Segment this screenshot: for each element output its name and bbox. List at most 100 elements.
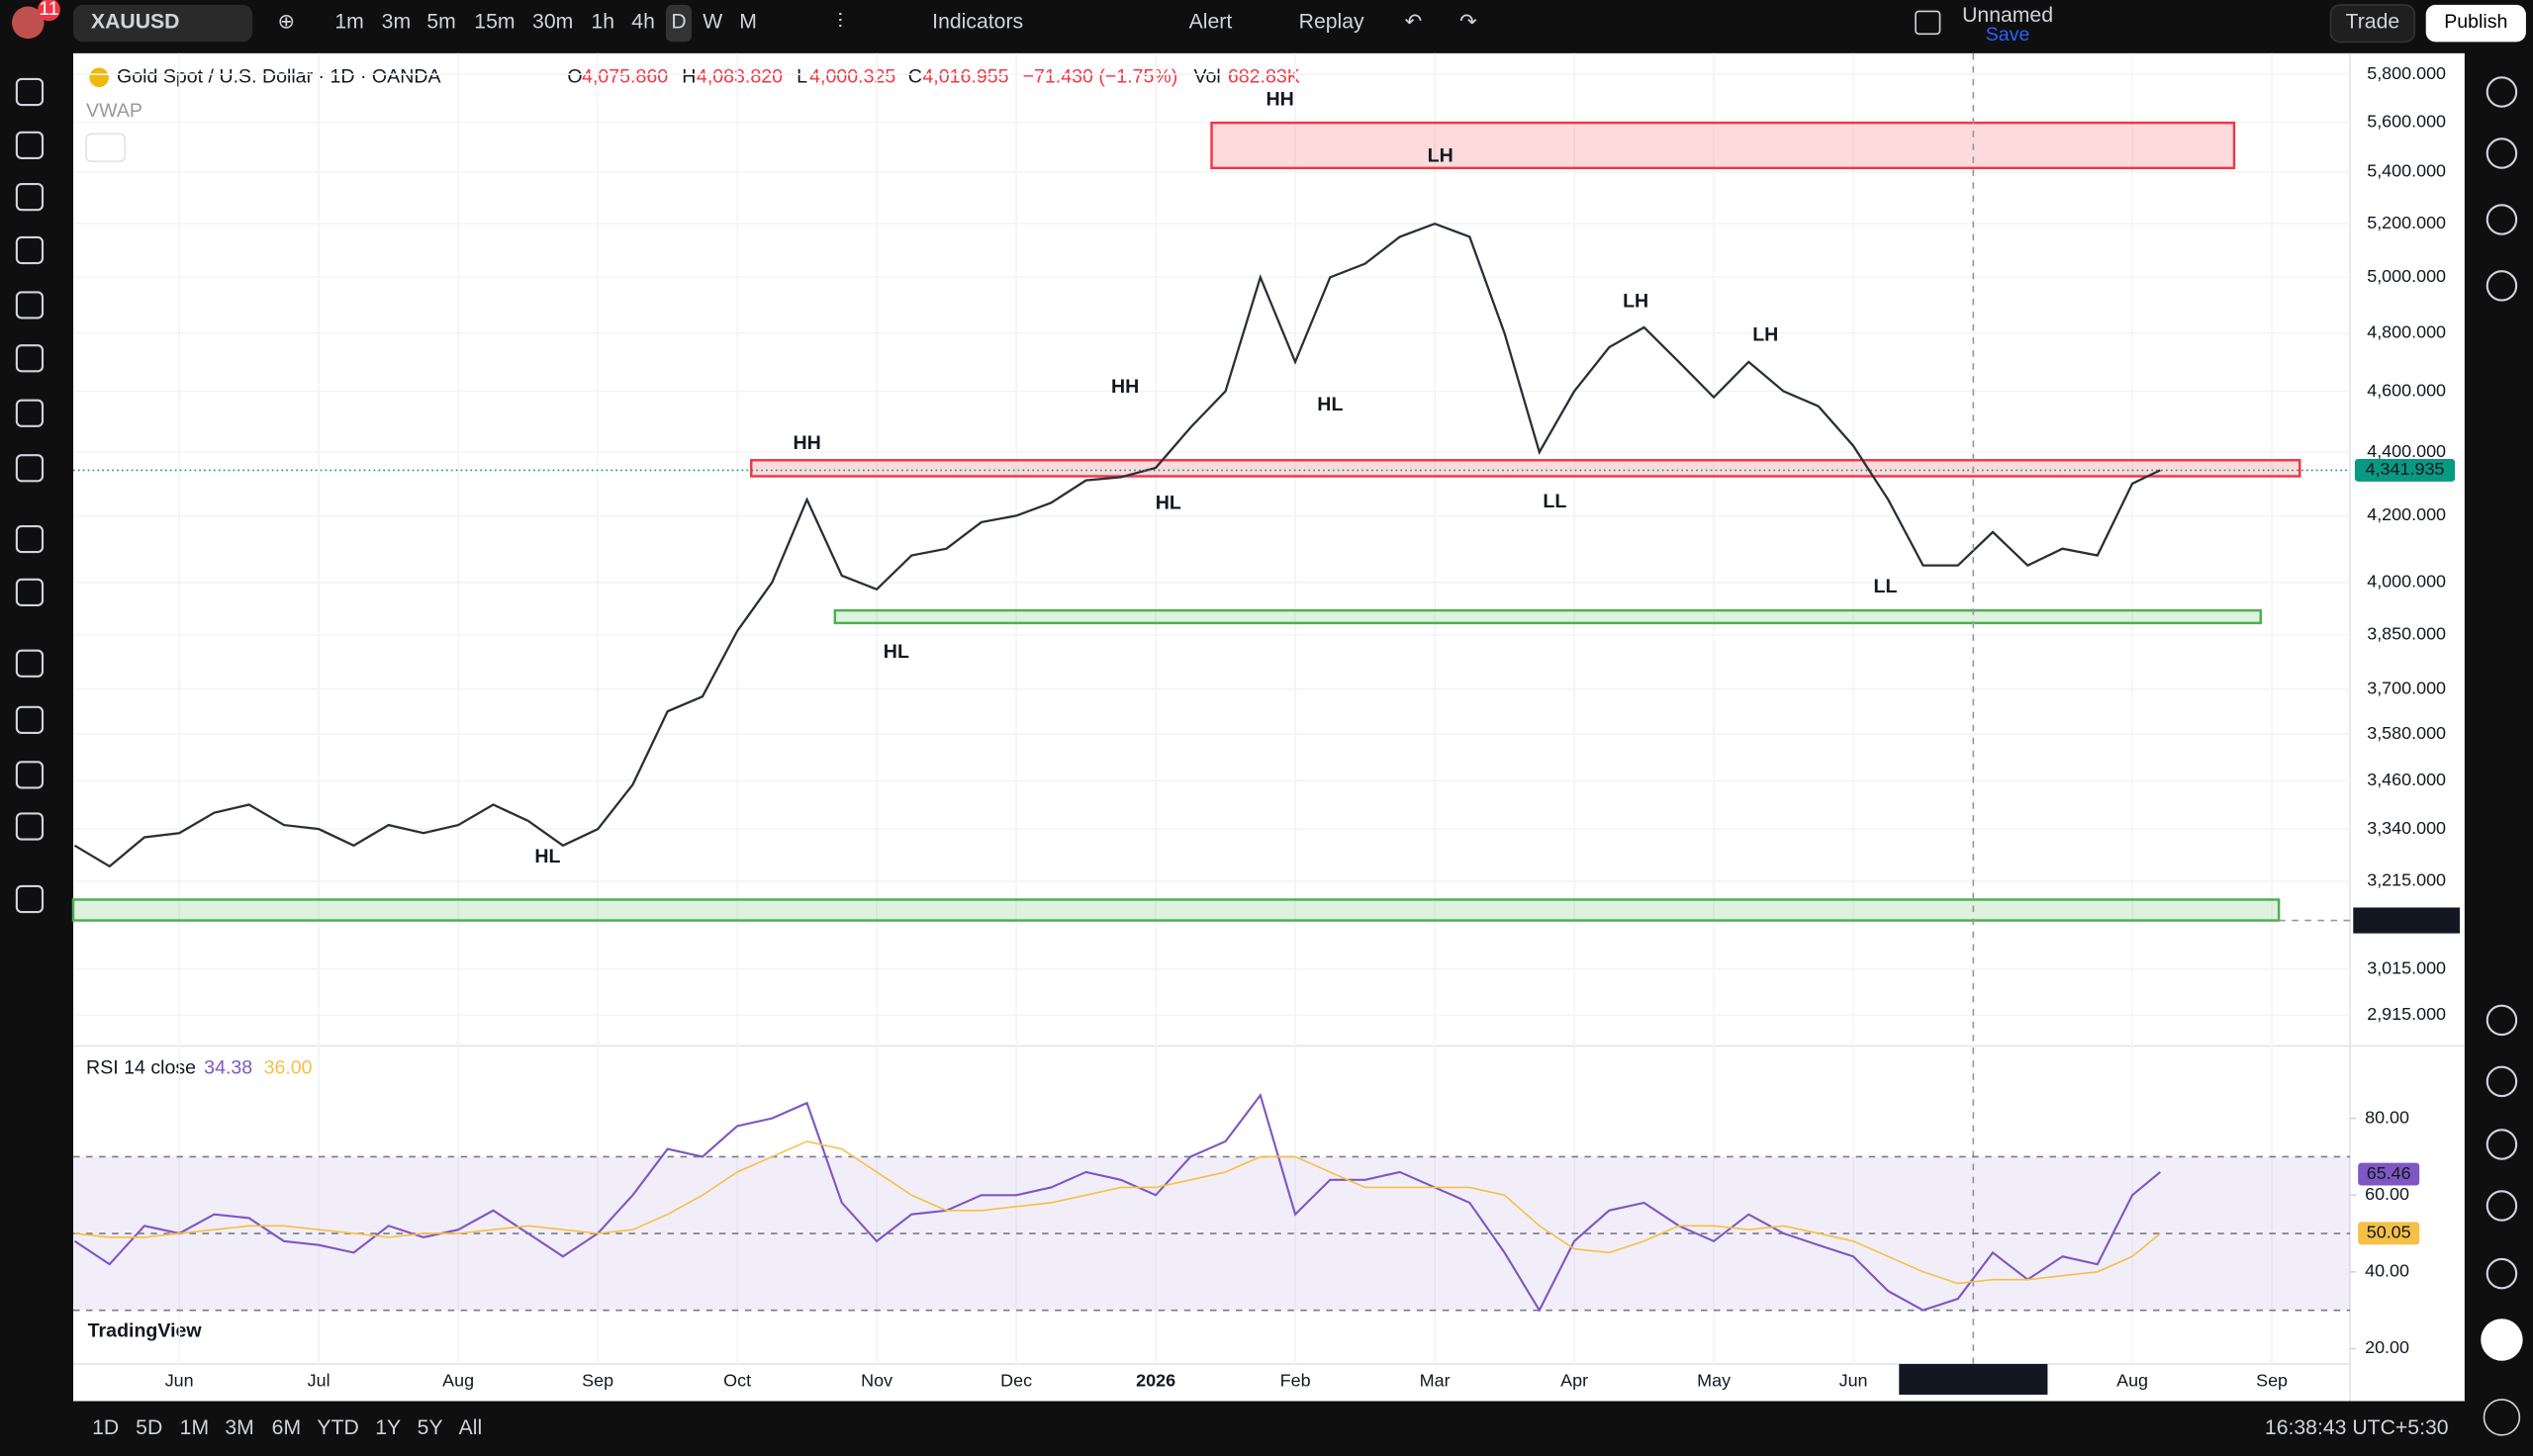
zone (1210, 121, 2236, 170)
x-tick-label: Mar (1420, 1371, 1451, 1391)
undo[interactable]: ↶ (1405, 10, 1423, 33)
layout-name[interactable]: Unnamed (1962, 4, 2053, 27)
side-icon[interactable] (2486, 204, 2518, 235)
range[interactable]: 3M (225, 1416, 253, 1439)
range[interactable]: 1D (92, 1416, 119, 1439)
side-icon[interactable] (2486, 76, 2518, 108)
side-icon[interactable] (2486, 1004, 2518, 1037)
trade[interactable]: Trade (2346, 10, 2400, 33)
tool-icon[interactable] (15, 399, 45, 427)
y-tick-label: 2,915.000 (2367, 1004, 2446, 1024)
symbol-box[interactable] (73, 4, 253, 43)
avatar[interactable] (11, 6, 45, 40)
interval[interactable]: 4h (631, 10, 655, 33)
range[interactable]: 6M (272, 1416, 301, 1439)
tool-icon[interactable] (15, 344, 45, 373)
x-tick-label: Aug (2116, 1371, 2148, 1391)
x-tick-label: Jun (1839, 1371, 1868, 1391)
tool-icon[interactable] (15, 182, 45, 212)
add-symbol[interactable]: ⊕ (278, 10, 296, 33)
side-icon[interactable] (2486, 137, 2518, 169)
save[interactable]: Save (1986, 24, 2030, 46)
collapse[interactable] (85, 133, 127, 163)
y-tick-label: 5,200.000 (2367, 213, 2446, 232)
y-tick-label: 5,800.000 (2367, 63, 2446, 83)
publish-button[interactable] (2425, 4, 2526, 43)
tool-icon[interactable] (15, 235, 45, 265)
zone (833, 608, 2263, 625)
interval[interactable]: 1m (334, 10, 363, 33)
intervals: 1m 3m 5m 15m 30m 1h 4h D W M (334, 4, 757, 43)
interval[interactable]: W (703, 10, 722, 33)
help[interactable] (2483, 1399, 2521, 1436)
interval[interactable]: 1h (591, 10, 614, 33)
y-tick-label: 3,580.000 (2367, 723, 2446, 743)
range[interactable]: 5D (136, 1416, 162, 1439)
zone (71, 898, 2281, 922)
tool-icon[interactable] (15, 649, 45, 678)
interval[interactable]: 30m (532, 10, 573, 33)
replay[interactable]: Replay (1299, 10, 1364, 33)
annotation: LL (1874, 576, 1898, 597)
branding: TradingView (88, 1320, 203, 1342)
symbol[interactable]: XAUUSD (91, 10, 180, 33)
indicators[interactable]: Indicators (932, 10, 1023, 33)
interval[interactable]: 15m (474, 10, 515, 33)
tool-icon[interactable] (15, 578, 45, 607)
tool-icon[interactable] (15, 705, 45, 734)
range[interactable]: 5Y (418, 1416, 443, 1439)
annotation: HH (1111, 376, 1139, 398)
annotation: HH (793, 432, 820, 454)
interval[interactable]: 3m (382, 10, 411, 33)
last-price-label: 4,341.935 (2366, 459, 2445, 479)
y-tick-label: 4,600.000 (2367, 380, 2446, 400)
apps[interactable] (2481, 1319, 2523, 1361)
range[interactable]: 1M (180, 1416, 209, 1439)
layout-icon[interactable] (1915, 10, 1941, 36)
side-icon[interactable] (2486, 270, 2518, 302)
trade-button[interactable] (2329, 4, 2416, 44)
zone (750, 459, 2301, 478)
interval[interactable]: M (739, 10, 757, 33)
interval[interactable]: 5m (426, 10, 455, 33)
volume: 682.83K (1228, 66, 1300, 88)
tool-icon[interactable] (15, 884, 45, 914)
x-tick-label: Dec (1000, 1371, 1032, 1391)
y-tick-label: 4,400.000 (2367, 441, 2446, 461)
y-tick-label: 3,460.000 (2367, 770, 2446, 789)
plot: 5,800.000 5,600.000 5,400.000 5,200.000 5,00… (71, 52, 2460, 1395)
publish[interactable]: Publish (2444, 11, 2507, 33)
price-line (73, 222, 2161, 868)
y-tick-label: 3,215.000 (2367, 870, 2446, 890)
redo[interactable]: ↷ (1459, 10, 1477, 33)
tool-icon[interactable] (15, 761, 45, 789)
y-tick-label: 3,700.000 (2367, 678, 2446, 697)
y-tick-label: 80.00 (2365, 1107, 2409, 1127)
x-tick-label: Oct (723, 1371, 751, 1391)
y-tick-label: 3,340.000 (2367, 818, 2446, 838)
y-tick-label: 40.00 (2365, 1261, 2409, 1281)
side-icon[interactable] (2486, 1190, 2518, 1222)
side-icon[interactable] (2486, 1129, 2518, 1160)
tool-icon[interactable] (15, 77, 45, 107)
chart-type[interactable]: ⫶ (838, 10, 843, 33)
tool-icon[interactable] (15, 291, 45, 319)
annotation: LH (1623, 291, 1648, 313)
symbol-logo (89, 67, 109, 88)
x-tick-label: May (1697, 1371, 1731, 1391)
range[interactable]: All (459, 1416, 483, 1439)
tool-icon[interactable] (15, 131, 45, 159)
interval[interactable]: D (671, 10, 686, 33)
crosshair-x-label: Mon 29 Jun '26 (1913, 1369, 2033, 1389)
range[interactable]: 1Y (375, 1416, 401, 1439)
active-interval (665, 4, 693, 43)
range[interactable]: YTD (317, 1416, 358, 1439)
tool-icon[interactable] (15, 812, 45, 841)
side-icon[interactable] (2486, 1065, 2518, 1098)
alert[interactable]: Alert (1189, 10, 1233, 33)
crosshair-x-box (1899, 1363, 2048, 1395)
side-icon[interactable] (2486, 1257, 2518, 1290)
rsi-last-box (2358, 1222, 2420, 1245)
tool-icon[interactable] (15, 524, 45, 554)
tool-icon[interactable] (15, 454, 45, 483)
